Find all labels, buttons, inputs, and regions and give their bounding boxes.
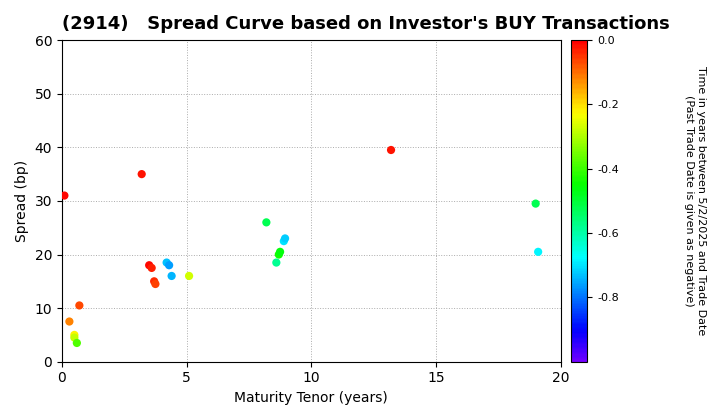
Y-axis label: Spread (bp): Spread (bp) (15, 160, 29, 242)
Point (68, 334, 80, 341)
Point (278, 238, 289, 244)
Point (148, 278, 160, 285)
Point (163, 262, 175, 269)
Point (166, 273, 177, 279)
Point (71, 340, 83, 346)
Point (385, 147, 397, 153)
Point (271, 259, 282, 266)
Point (58, 192, 70, 199)
Point (532, 249, 544, 255)
Point (136, 171, 148, 178)
Point (279, 235, 291, 242)
Point (143, 262, 155, 269)
Point (273, 251, 284, 258)
Point (150, 281, 161, 287)
Point (68, 331, 80, 338)
Point (73, 302, 85, 309)
Point (63, 318, 75, 325)
Point (184, 273, 195, 279)
Point (161, 259, 172, 266)
Point (261, 219, 272, 226)
Point (274, 249, 286, 255)
Point (146, 265, 158, 271)
Point (530, 200, 541, 207)
Text: (2914)   Spread Curve based on Investor's BUY Transactions: (2914) Spread Curve based on Investor's … (62, 15, 670, 33)
X-axis label: Maturity Tenor (years): Maturity Tenor (years) (235, 391, 388, 405)
Y-axis label: Time in years between 5/2/2025 and Trade Date
(Past Trade Date is given as negat: Time in years between 5/2/2025 and Trade… (685, 66, 706, 336)
